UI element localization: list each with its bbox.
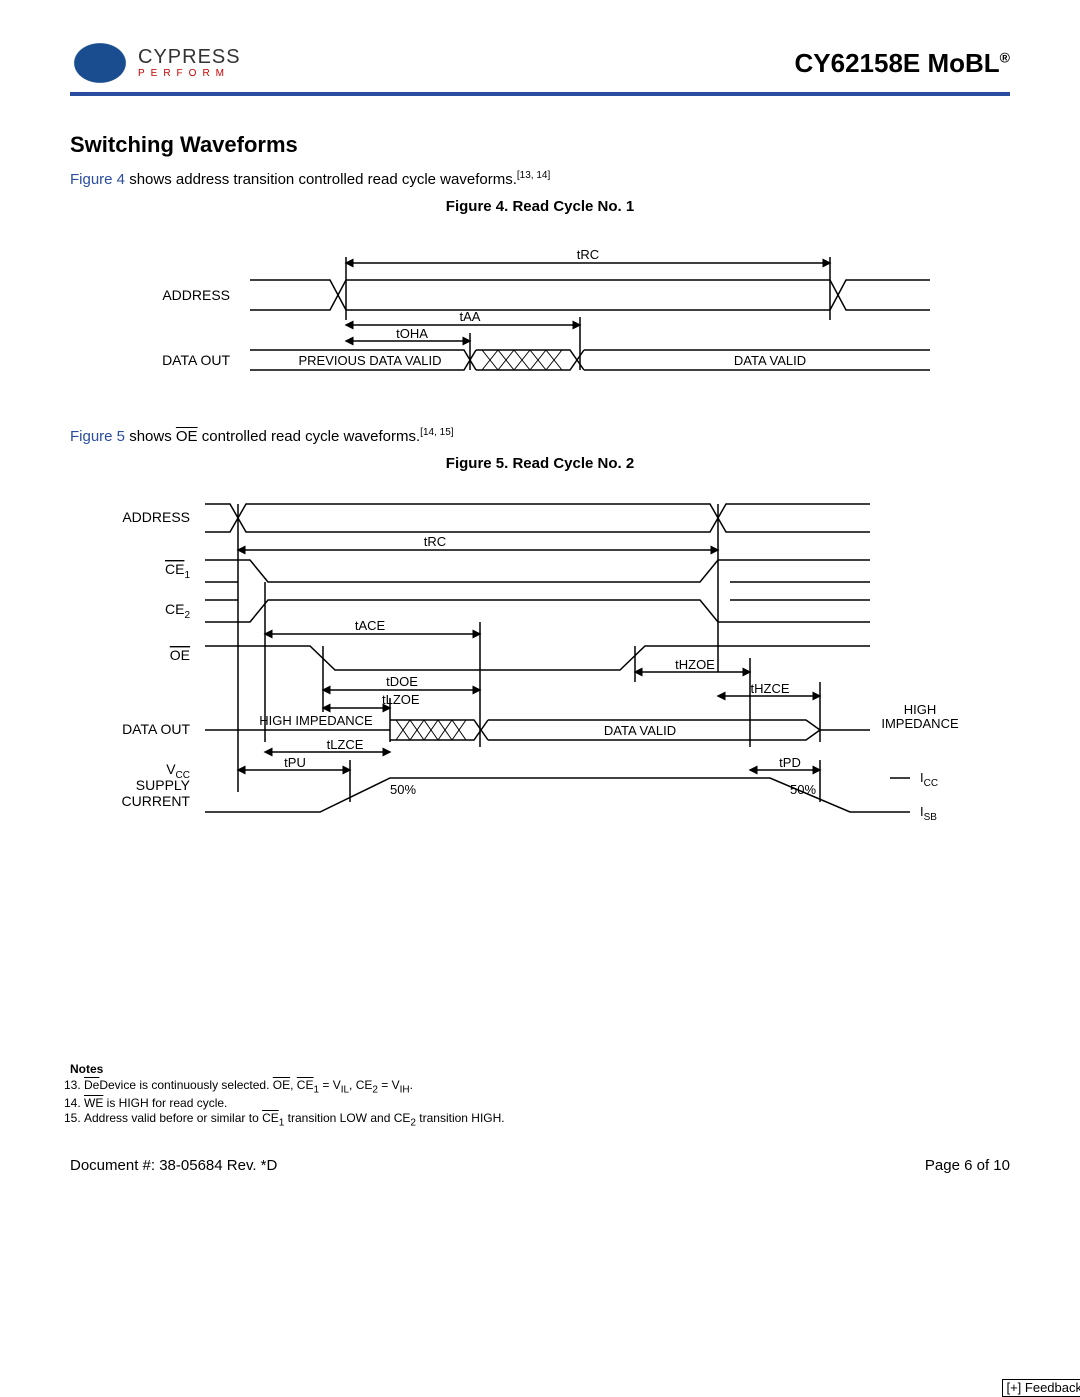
fig5-caption: Figure 5. Read Cycle No. 2	[70, 455, 1010, 472]
svg-text:ICC: ICC	[920, 770, 938, 789]
fig4-caption: Figure 4. Read Cycle No. 1	[70, 198, 1010, 215]
figure-4-link[interactable]: Figure 4	[70, 171, 125, 188]
figure-5-link[interactable]: Figure 5	[70, 428, 125, 445]
svg-text:HIGH: HIGH	[904, 702, 937, 717]
svg-text:tLZOE: tLZOE	[382, 692, 420, 707]
svg-text:50%: 50%	[790, 782, 816, 797]
globe-icon	[70, 40, 130, 86]
notes-section: Notes DeDevice is continuously selected.…	[70, 1062, 1010, 1129]
svg-text:IMPEDANCE: IMPEDANCE	[881, 716, 959, 731]
svg-text:DATA VALID: DATA VALID	[604, 723, 676, 738]
fig4-intro: Figure 4 shows address transition contro…	[70, 170, 1010, 188]
note-14: WE is HIGH for read cycle.	[84, 1096, 1010, 1110]
notes-title: Notes	[70, 1062, 1010, 1076]
page-header: CYPRESS PERFORM CY62158E MoBL®	[70, 40, 1010, 86]
svg-text:50%: 50%	[390, 782, 416, 797]
svg-text:ISB: ISB	[920, 804, 937, 823]
svg-text:DATA OUT: DATA OUT	[122, 721, 190, 737]
svg-text:tPD: tPD	[779, 755, 801, 770]
svg-text:tDOE: tDOE	[386, 674, 418, 689]
fig5-intro: Figure 5 shows OE controlled read cycle …	[70, 427, 1010, 445]
logo-name: CYPRESS	[138, 47, 241, 67]
svg-text:tRC: tRC	[577, 247, 599, 262]
svg-text:SUPPLY: SUPPLY	[136, 777, 191, 793]
svg-text:HIGH IMPEDANCE: HIGH IMPEDANCE	[259, 713, 373, 728]
note-13: DeDevice is continuously selected. OE, C…	[84, 1078, 1010, 1095]
note-15: Address valid before or similar to CE1 t…	[84, 1111, 1010, 1128]
document-title: CY62158E MoBL®	[794, 48, 1010, 79]
svg-text:tAA: tAA	[460, 309, 481, 324]
cypress-logo: CYPRESS PERFORM	[70, 40, 241, 86]
svg-text:tPU: tPU	[284, 755, 306, 770]
svg-text:PREVIOUS DATA VALID: PREVIOUS DATA VALID	[298, 353, 441, 368]
logo-tagline: PERFORM	[138, 69, 241, 79]
svg-text:DATA VALID: DATA VALID	[734, 353, 806, 368]
svg-text:tACE: tACE	[355, 618, 386, 633]
document-number: Document #: 38-05684 Rev. *D	[70, 1157, 277, 1174]
svg-text:tHZCE: tHZCE	[751, 681, 790, 696]
svg-text:OE: OE	[170, 647, 190, 663]
figure-5-diagram: ADDRESS tRC CE1 CE2 tACE OE	[90, 482, 990, 842]
feedback-button[interactable]: [+] Feedback	[1002, 1379, 1080, 1397]
svg-text:CE1: CE1	[165, 561, 190, 581]
figure-4-diagram: ADDRESS tRC tAA tOHA DATA OUT PREVIOUS D…	[130, 225, 950, 395]
svg-text:tOHA: tOHA	[396, 326, 428, 341]
svg-text:CE2: CE2	[165, 601, 190, 621]
header-rule	[70, 92, 1010, 96]
sig-address: ADDRESS	[162, 287, 230, 303]
svg-text:CURRENT: CURRENT	[122, 793, 191, 809]
page-footer: Document #: 38-05684 Rev. *D Page 6 of 1…	[70, 1157, 1010, 1174]
svg-text:ADDRESS: ADDRESS	[122, 509, 190, 525]
section-heading: Switching Waveforms	[70, 132, 1010, 158]
page-number: Page 6 of 10	[925, 1157, 1010, 1174]
svg-text:tHZOE: tHZOE	[675, 657, 715, 672]
sig-dataout: DATA OUT	[162, 352, 230, 368]
svg-text:tRC: tRC	[424, 534, 446, 549]
svg-text:tLZCE: tLZCE	[327, 737, 364, 752]
